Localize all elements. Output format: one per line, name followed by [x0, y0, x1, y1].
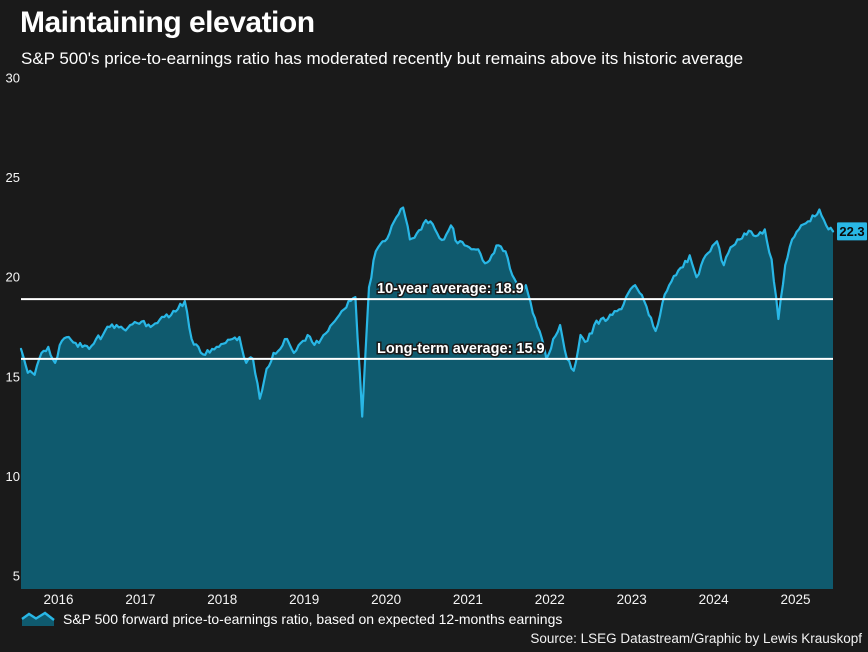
end-value-label-box: [837, 222, 867, 241]
y-tick-label: 25: [6, 170, 20, 185]
x-tick-label: 2020: [371, 592, 401, 607]
legend-area-shape: [22, 613, 54, 626]
area-series-icon: [21, 611, 55, 626]
x-tick-label: 2021: [453, 592, 483, 607]
end-value-label: 22.3: [839, 224, 864, 239]
reference-line-label: Long-term average: 15.9: [377, 341, 545, 357]
source-credit: Source: LSEG Datastream/Graphic by Lewis…: [530, 631, 862, 646]
series-line: [19, 206, 835, 418]
x-tick-label: 2019: [289, 592, 319, 607]
x-tick-label: 2022: [535, 592, 565, 607]
x-tick-label: 2016: [43, 592, 73, 607]
reference-line-label: 10-year average: 18.9: [377, 281, 524, 297]
legend-line-shape: [21, 611, 55, 621]
area-fill: [21, 207, 833, 589]
chart-legend: S&P 500 forward price-to-earnings ratio,…: [21, 610, 562, 627]
y-tick-label: 30: [6, 71, 20, 86]
x-tick-label: 2025: [780, 592, 810, 607]
y-tick-label: 20: [6, 270, 20, 285]
legend-series-label: S&P 500 forward price-to-earnings ratio,…: [63, 610, 563, 627]
chart-title: Maintaining elevation: [20, 6, 315, 39]
x-tick-label: 2018: [207, 592, 237, 607]
chart-subtitle: S&P 500's price-to-earnings ratio has mo…: [21, 49, 744, 68]
x-tick-label: 2023: [617, 592, 647, 607]
y-tick-label: 5: [13, 569, 20, 584]
y-tick-label: 15: [6, 369, 20, 384]
x-tick-label: 2024: [699, 592, 730, 607]
y-tick-label: 10: [6, 469, 20, 484]
x-tick-label: 2017: [125, 592, 155, 607]
